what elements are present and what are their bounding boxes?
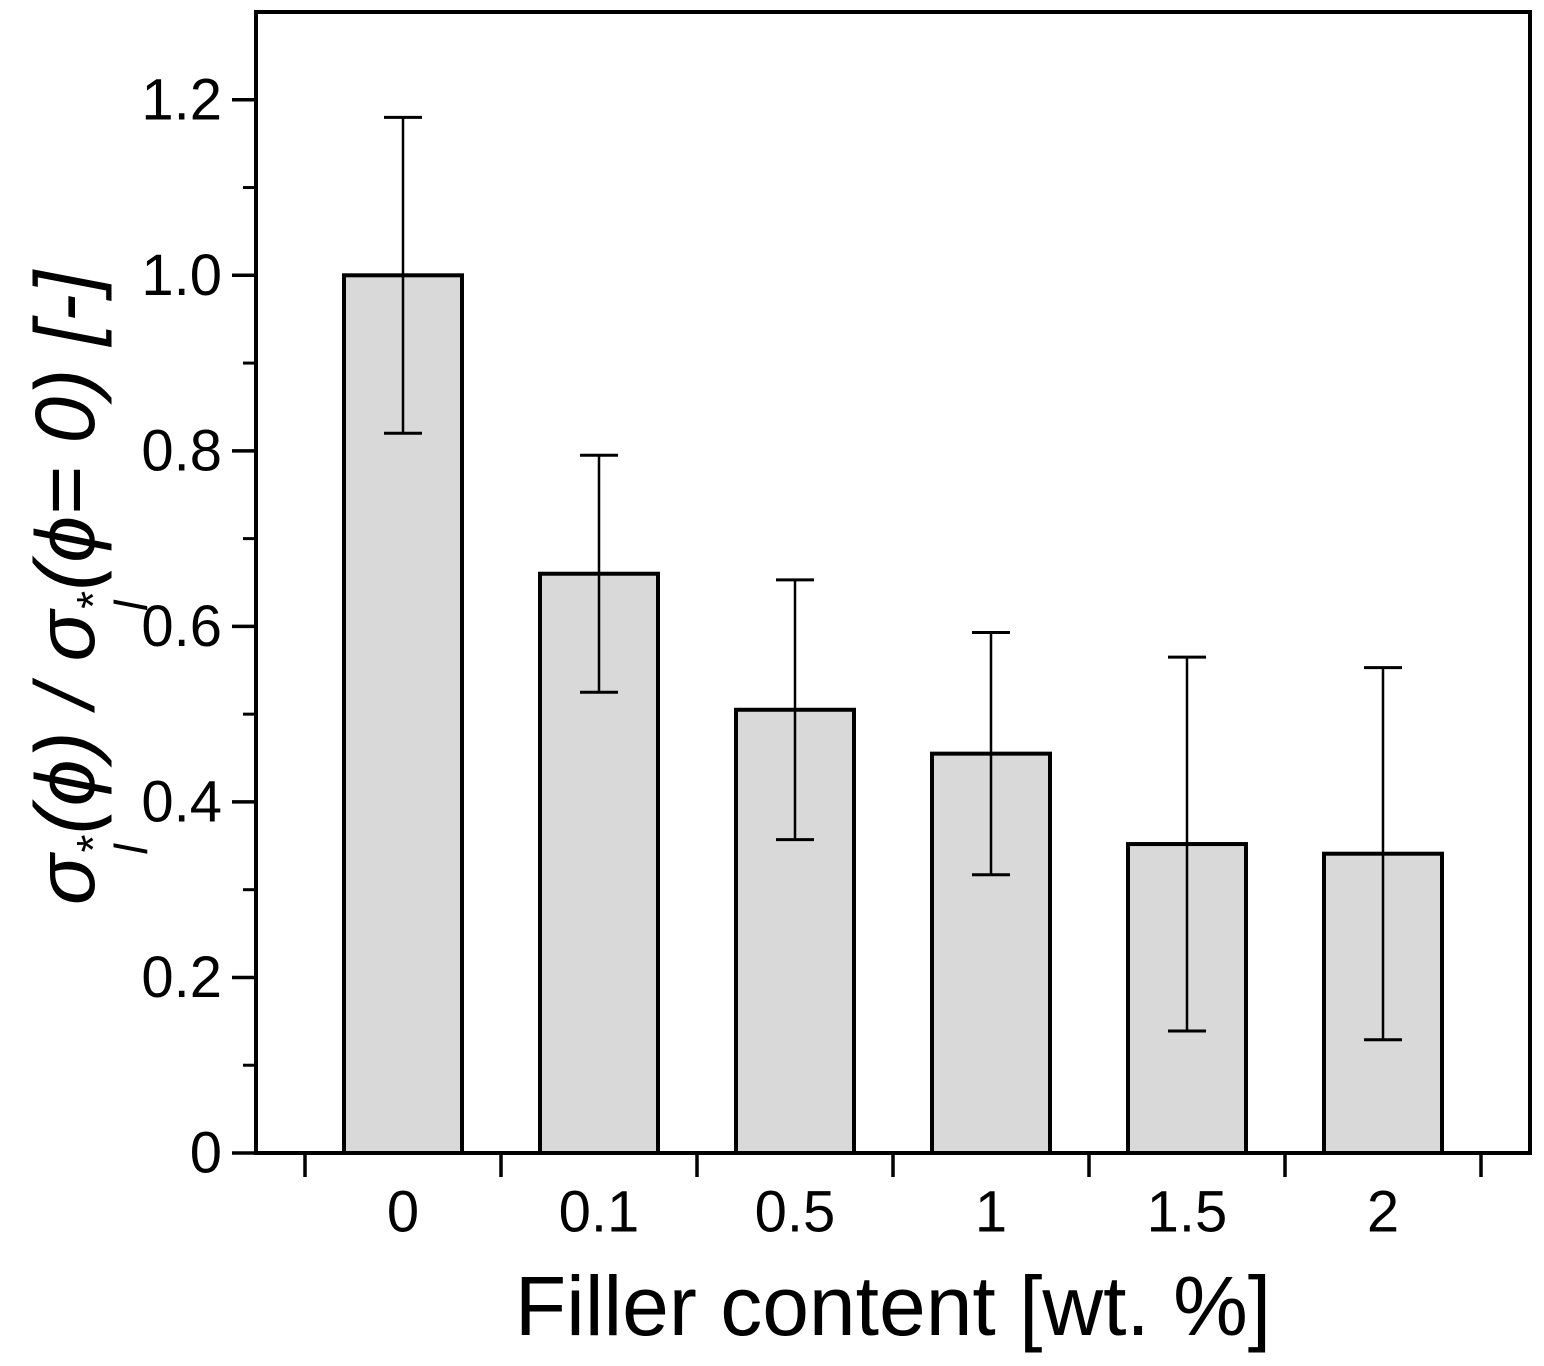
- x-tick-label: 1: [975, 1180, 1007, 1245]
- y-axis-title-scripts: * l: [67, 593, 157, 611]
- y-tick-label: 1.0: [141, 243, 222, 308]
- x-tick-label: 0.1: [559, 1180, 640, 1245]
- y-axis-title-scripts: * l: [67, 837, 157, 855]
- x-tick-label: 2: [1367, 1180, 1399, 1245]
- y-tick-label: 0.6: [141, 594, 222, 659]
- y-tick-label: 0.4: [141, 769, 222, 834]
- y-tick-label: 0.8: [141, 418, 222, 483]
- y-axis-title-text: (ϕ) /: [18, 661, 113, 835]
- y-tick-label: 0: [190, 1121, 222, 1186]
- y-tick-label: 0.2: [141, 945, 222, 1010]
- y-axis-title: σ * l (ϕ) / σ * l (ϕ= 0) [-]: [17, 270, 157, 906]
- x-tick-label: 0: [387, 1180, 419, 1245]
- x-axis-title: Filler content [wt. %]: [514, 1259, 1272, 1353]
- y-axis-title-text: σ: [18, 854, 113, 906]
- subscript: l: [104, 600, 157, 611]
- x-tick-label: 1.5: [1147, 1180, 1228, 1245]
- y-tick-label: 1.2: [141, 67, 222, 132]
- y-axis-title-text: (ϕ= 0) [-]: [18, 270, 113, 591]
- y-axis-title-text: σ: [18, 610, 113, 662]
- bar-1: [930, 751, 1052, 1156]
- subscript: l: [104, 844, 157, 855]
- x-tick-label: 0.5: [755, 1180, 836, 1245]
